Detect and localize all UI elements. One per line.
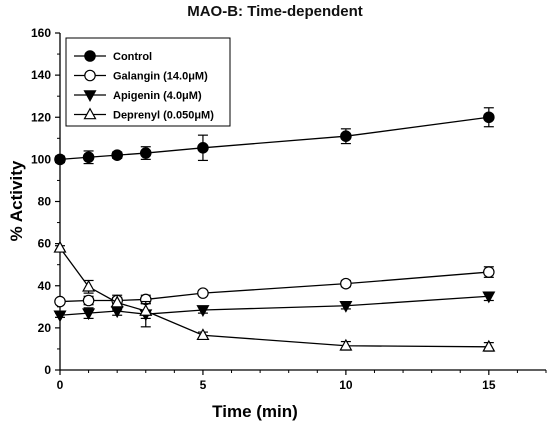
x-axis-ticks: 0 5 10 15 bbox=[57, 370, 547, 392]
data-point bbox=[53, 240, 67, 253]
data-point bbox=[196, 305, 210, 318]
data-point bbox=[82, 308, 96, 321]
y-axis-ticks: 0 20 40 60 80 100 120 140 160 bbox=[31, 26, 60, 377]
legend-marker bbox=[84, 69, 96, 82]
legend-label: Galangin (14.0μM) bbox=[113, 71, 208, 83]
y-tick-label: 140 bbox=[31, 68, 51, 82]
x-tick-label: 5 bbox=[200, 378, 207, 392]
x-tick-label: 0 bbox=[57, 378, 64, 392]
legend-marker bbox=[83, 90, 97, 103]
legend-label: Control bbox=[113, 51, 152, 63]
data-point bbox=[53, 310, 67, 323]
y-tick-label: 60 bbox=[38, 237, 52, 251]
data-point bbox=[111, 149, 123, 161]
data-point bbox=[139, 303, 153, 316]
y-tick-label: 80 bbox=[38, 195, 52, 209]
data-point bbox=[54, 153, 66, 166]
data-point bbox=[482, 291, 496, 304]
y-tick-label: 20 bbox=[38, 321, 52, 335]
series-3 bbox=[53, 240, 496, 352]
y-axis-label: % Activity bbox=[7, 160, 26, 241]
data-point bbox=[82, 279, 96, 292]
y-tick-label: 160 bbox=[31, 26, 51, 40]
legend-label: Apigenin (4.0μM) bbox=[113, 90, 202, 102]
series-layer bbox=[53, 107, 496, 352]
data-point bbox=[340, 277, 352, 290]
y-tick-label: 120 bbox=[31, 110, 51, 124]
data-point bbox=[339, 300, 353, 313]
series-0 bbox=[54, 107, 495, 166]
data-point bbox=[82, 294, 95, 307]
legend: Control Galangin (14.0μM) Apigenin (4.0μM)… bbox=[65, 37, 231, 127]
chart-title: MAO-B: Time-dependent bbox=[187, 3, 363, 20]
series-line bbox=[59, 295, 489, 316]
data-point bbox=[54, 295, 66, 308]
legend-marker bbox=[84, 50, 96, 62]
data-point bbox=[197, 287, 209, 299]
x-axis-label: Time (min) bbox=[212, 402, 298, 421]
legend-label: Deprenyl (0.050μM) bbox=[113, 110, 214, 122]
data-point bbox=[197, 141, 209, 154]
data-point bbox=[340, 130, 352, 143]
y-tick-label: 100 bbox=[31, 152, 51, 166]
data-point bbox=[339, 338, 353, 351]
data-point bbox=[483, 266, 495, 278]
x-tick-label: 15 bbox=[482, 378, 496, 392]
x-tick-label: 10 bbox=[339, 378, 353, 392]
series-line bbox=[59, 247, 489, 348]
series-line bbox=[59, 271, 489, 303]
legend-marker bbox=[83, 107, 97, 120]
data-point bbox=[482, 339, 496, 352]
y-tick-label: 0 bbox=[44, 363, 51, 377]
data-point bbox=[139, 147, 152, 159]
data-point bbox=[82, 151, 95, 164]
data-point bbox=[110, 295, 124, 308]
y-tick-label: 40 bbox=[38, 279, 52, 293]
data-point bbox=[483, 111, 495, 124]
data-point bbox=[196, 328, 210, 341]
